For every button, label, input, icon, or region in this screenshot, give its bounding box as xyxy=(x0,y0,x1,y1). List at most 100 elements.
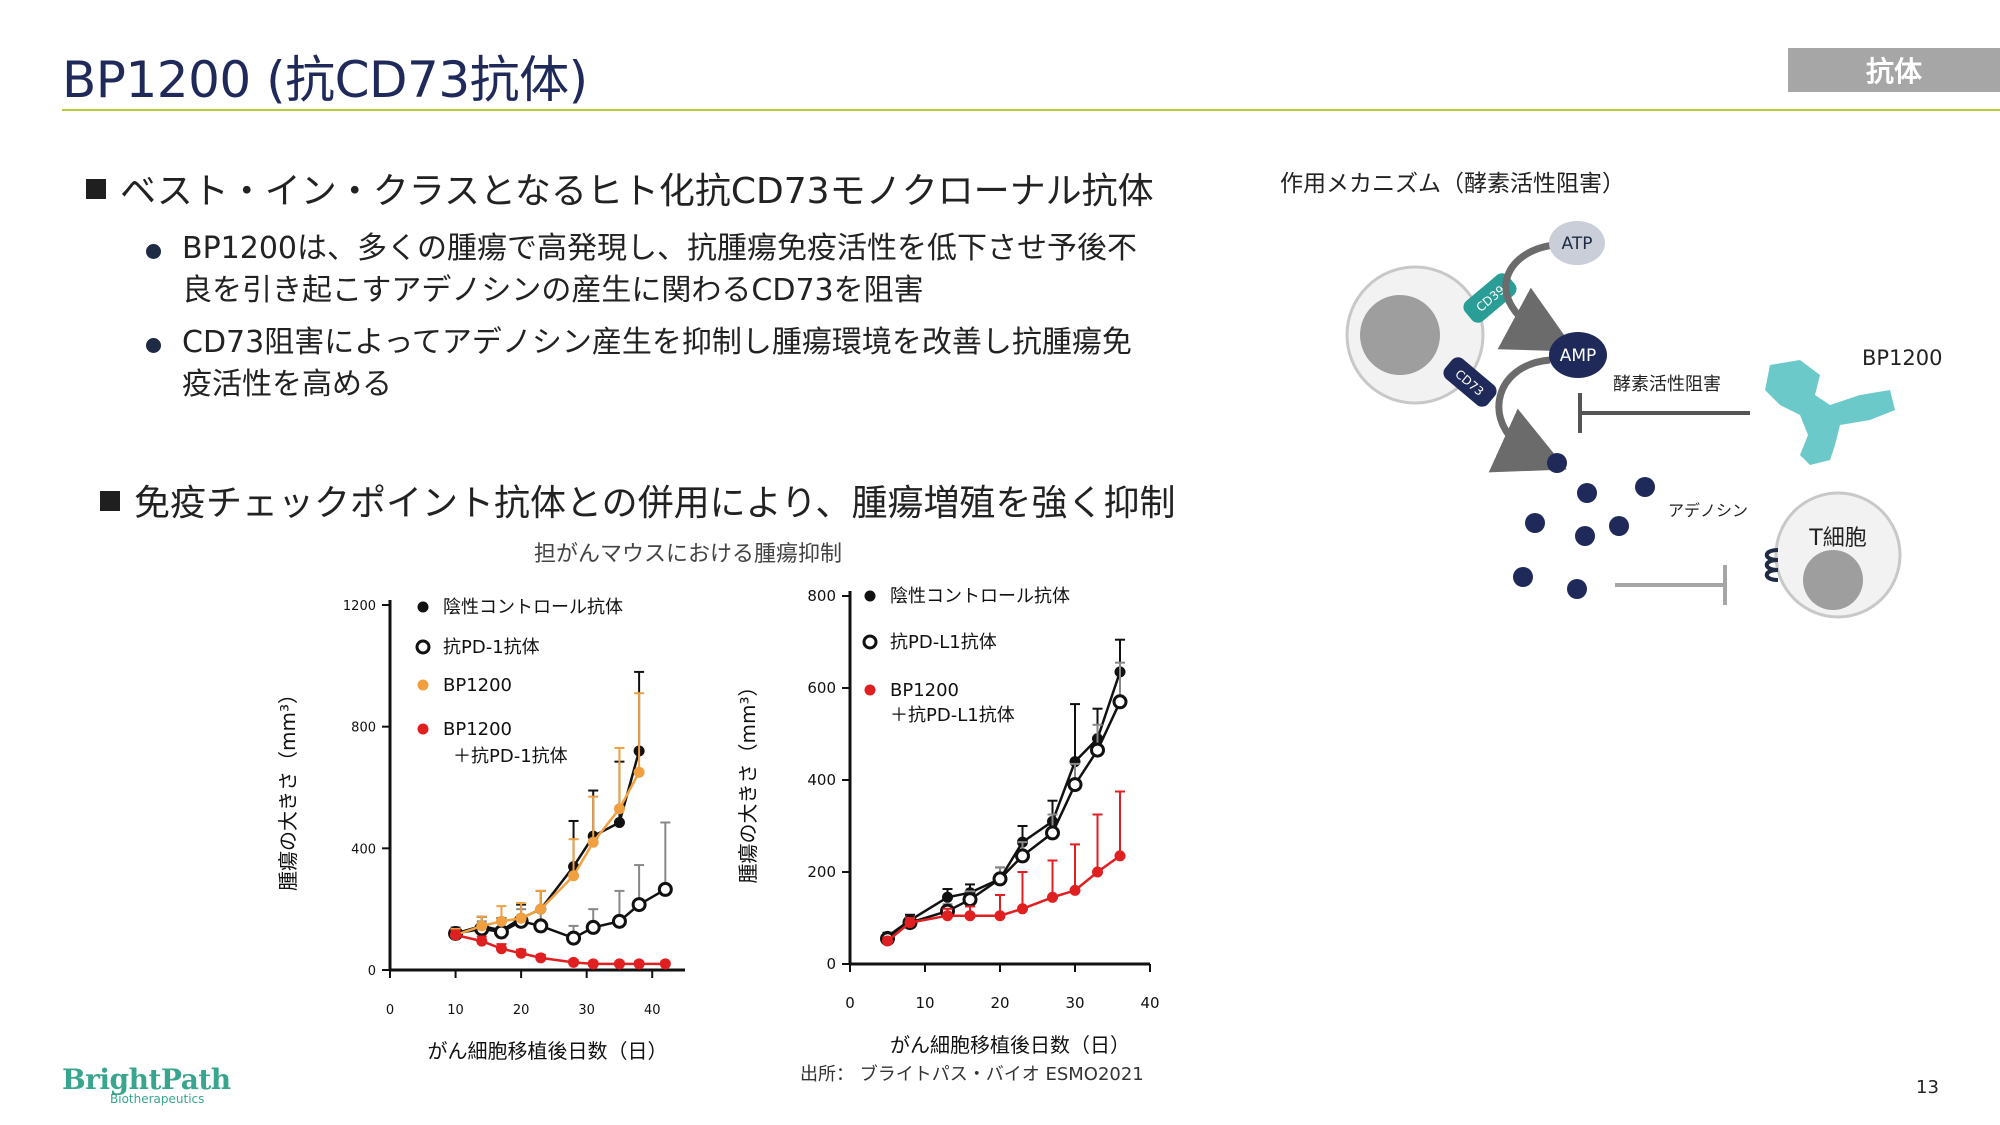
data-point xyxy=(942,891,953,903)
y-tick-label: 0 xyxy=(368,964,376,979)
data-point xyxy=(882,935,893,947)
x-tick-label: 0 xyxy=(386,1003,394,1018)
bullet-1-line2: 良を引き起こすアデノシンの産生に関わるCD73を阻害 xyxy=(182,273,924,308)
amp-molecule-icon: AMP xyxy=(1549,332,1607,378)
chart-pdl1: 0 200 400 600 800 0 10 20 30 40 がん細胞移植後日数（日） 腫瘍の大きさ… xyxy=(736,586,1160,1057)
section2-heading: 免疫チェックポイント抗体との併用により、腫瘍増殖を強く抑制 xyxy=(100,474,1175,526)
data-point xyxy=(992,871,1008,887)
t-cell-icon xyxy=(1764,491,1902,619)
data-point xyxy=(515,912,527,924)
x-tick-label: 40 xyxy=(1140,994,1159,1012)
source-note: 出所： ブライトパス・バイオ ESMO2021 xyxy=(800,1064,1144,1085)
x-tick-label: 0 xyxy=(845,994,855,1012)
data-point xyxy=(1069,884,1081,896)
data-point xyxy=(942,910,953,922)
y-tick-label: 400 xyxy=(351,842,376,857)
data-point xyxy=(633,958,645,970)
square-bullet-icon xyxy=(100,491,120,511)
series-line xyxy=(455,888,666,940)
data-point xyxy=(476,920,488,932)
data-point xyxy=(568,956,580,968)
y-tick-label: 200 xyxy=(807,863,836,881)
x-tick-label: 10 xyxy=(447,1003,464,1018)
y-tick-label: 800 xyxy=(351,721,376,736)
data-point xyxy=(566,930,582,946)
y-axis-label: 腫瘍の大きさ（mm³） xyxy=(736,677,760,884)
x-tick-label: 30 xyxy=(1065,994,1084,1012)
data-point xyxy=(1067,777,1083,793)
series-line xyxy=(455,771,641,937)
data-point xyxy=(585,919,601,935)
data-point xyxy=(613,803,625,815)
data-point xyxy=(495,915,507,927)
section1-heading-text: ベスト・イン・クラスとなるヒト化抗CD73モノクローナル抗体 xyxy=(120,171,1154,212)
data-point xyxy=(964,910,976,922)
legend-marker xyxy=(864,590,876,602)
x-tick-label: 40 xyxy=(644,1003,661,1018)
square-bullet-icon xyxy=(86,179,106,199)
series-line xyxy=(886,854,1121,942)
x-tick-label: 30 xyxy=(578,1003,595,1018)
x-axis-label: がん細胞移植後日数（日） xyxy=(890,1033,1130,1057)
enzyme-inhibition-label: 酵素活性阻害 xyxy=(1613,374,1721,395)
y-axis-label: 腫瘍の大きさ（mm³） xyxy=(276,684,300,891)
atp-molecule-icon: ATP xyxy=(1549,221,1605,265)
series-line xyxy=(455,750,641,935)
data-point xyxy=(535,952,547,964)
adenosine-label: アデノシン xyxy=(1668,501,1748,520)
series-line xyxy=(886,701,1122,940)
bullet-dot-icon xyxy=(146,244,161,259)
series-line xyxy=(886,671,1122,938)
data-point xyxy=(1112,694,1128,710)
x-tick-label: 20 xyxy=(990,994,1009,1012)
amp-label: AMP xyxy=(1560,346,1597,366)
bullet-2-line1: CD73阻害によってアデノシン産生を抑制し腫瘍環境を改善し抗腫瘍免 xyxy=(182,325,1132,360)
logo-subtitle: Biotherapeutics xyxy=(110,1092,205,1106)
data-point xyxy=(1045,825,1060,841)
data-point xyxy=(1092,866,1103,878)
data-point xyxy=(533,918,549,934)
page-title: BP1200 (抗CD73抗体) xyxy=(62,51,588,109)
legend-label: ＋抗PD-L1抗体 xyxy=(890,705,1015,726)
legend-marker xyxy=(417,723,429,735)
title-divider xyxy=(62,109,2000,111)
legend-marker xyxy=(864,684,876,696)
x-tick-label: 10 xyxy=(915,994,934,1012)
bullet-dot-icon xyxy=(146,338,161,353)
antibody-icon xyxy=(1765,360,1895,465)
legend-label: BP1200 xyxy=(443,675,512,696)
data-point xyxy=(962,892,978,908)
legend-marker xyxy=(415,639,431,655)
data-point xyxy=(495,943,507,955)
data-point xyxy=(613,816,625,828)
data-point xyxy=(994,910,1006,922)
section2-heading-text: 免疫チェックポイント抗体との併用により、腫瘍増殖を強く抑制 xyxy=(134,483,1176,524)
data-point xyxy=(611,913,627,929)
data-point xyxy=(587,836,599,848)
section1-heading: ベスト・イン・クラスとなるヒト化抗CD73モノクローナル抗体 xyxy=(86,162,1154,214)
legend-marker xyxy=(417,601,429,613)
legend-label: 陰性コントロール抗体 xyxy=(890,586,1070,607)
figure-caption: 担がんマウスにおける腫瘍抑制 xyxy=(534,542,843,567)
company-logo: BrightPath Biotherapeutics xyxy=(62,1063,231,1106)
bullet-1: BP1200は、多くの腫瘍で高発現し、抗腫瘍免疫活性を低下させ予後不 良を引き起… xyxy=(182,228,1137,312)
data-point xyxy=(535,903,547,915)
bullet-2-line2: 疫活性を高める xyxy=(182,367,392,402)
y-tick-label: 400 xyxy=(807,771,836,789)
bullet-1-line1: BP1200は、多くの腫瘍で高発現し、抗腫瘍免疫活性を低下させ予後不 xyxy=(182,231,1138,266)
chart-pd1: 0 400 800 1200 0 10 20 30 40 がん細胞移植後日数（日） 腫瘍の大きさ（m… xyxy=(276,597,685,1063)
y-tick-label: 600 xyxy=(807,679,836,697)
legend-marker xyxy=(417,679,429,691)
amp-to-adenosine-arrow xyxy=(1488,356,1567,473)
legend-label: 陰性コントロール抗体 xyxy=(443,597,623,618)
adenosine-molecules-icon xyxy=(1513,453,1655,599)
data-point xyxy=(587,958,599,970)
bullet-2: CD73阻害によってアデノシン産生を抑制し腫瘍環境を改善し抗腫瘍免 疫活性を高め… xyxy=(182,322,1132,406)
t-cell-label: T細胞 xyxy=(1808,526,1866,551)
atp-label: ATP xyxy=(1562,234,1593,254)
data-point xyxy=(631,897,647,913)
legend-marker xyxy=(862,634,878,650)
legend-label: 抗PD-1抗体 xyxy=(443,637,540,658)
data-point xyxy=(657,881,673,897)
legend-label: BP1200 xyxy=(443,719,512,740)
